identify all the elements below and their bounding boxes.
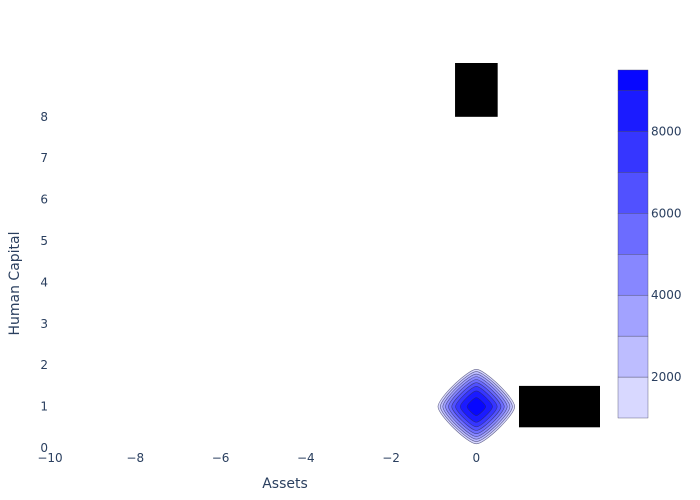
- colorbar-band: [617, 69, 649, 91]
- colorbar-tick-label: 2000: [651, 370, 682, 384]
- colorbar-band: [617, 376, 649, 419]
- black-rectangle-2: [518, 385, 600, 428]
- colorbar-band: [617, 254, 649, 296]
- y-axis: 0 1 2 3 4 5 6 7 8: [40, 110, 48, 455]
- colorbar-band: [617, 294, 649, 337]
- x-tick-label: −6: [212, 451, 230, 465]
- y-tick-label: 5: [40, 234, 48, 248]
- y-tick-label: 4: [40, 275, 48, 289]
- colorbar-band: [617, 90, 649, 132]
- x-tick-label: −8: [126, 451, 144, 465]
- colorbar-band: [617, 213, 649, 255]
- black-rectangle-1: [455, 63, 498, 117]
- y-axis-title: Human Capital: [7, 231, 23, 335]
- x-axis-title: Assets: [262, 476, 308, 492]
- y-tick-label: 6: [40, 193, 48, 207]
- plot-area: [437, 63, 600, 445]
- x-tick-label: −2: [382, 451, 400, 465]
- y-tick-label: 7: [40, 151, 48, 165]
- colorbar-band: [617, 335, 649, 378]
- colorbar-band: [617, 172, 649, 214]
- y-tick-label: 8: [40, 110, 48, 124]
- colorbar-tick-label: 6000: [651, 206, 682, 220]
- colorbar: 2000 4000 6000 8000: [617, 69, 682, 419]
- y-tick-label: 3: [40, 317, 48, 331]
- colorbar-band: [617, 131, 649, 173]
- colorbar-tick-label: 4000: [651, 288, 682, 302]
- y-tick-label: 1: [40, 400, 48, 414]
- y-tick-label: 0: [40, 441, 48, 455]
- colorbar-tick-label: 8000: [651, 124, 682, 138]
- x-tick-label: −4: [297, 451, 315, 465]
- contour-level-9000: [466, 397, 486, 416]
- x-tick-label: −10: [37, 451, 62, 465]
- y-tick-label: 2: [40, 358, 48, 372]
- x-tick-label: 0: [473, 451, 481, 465]
- x-axis: −10 −8 −6 −4 −2 0: [37, 451, 480, 465]
